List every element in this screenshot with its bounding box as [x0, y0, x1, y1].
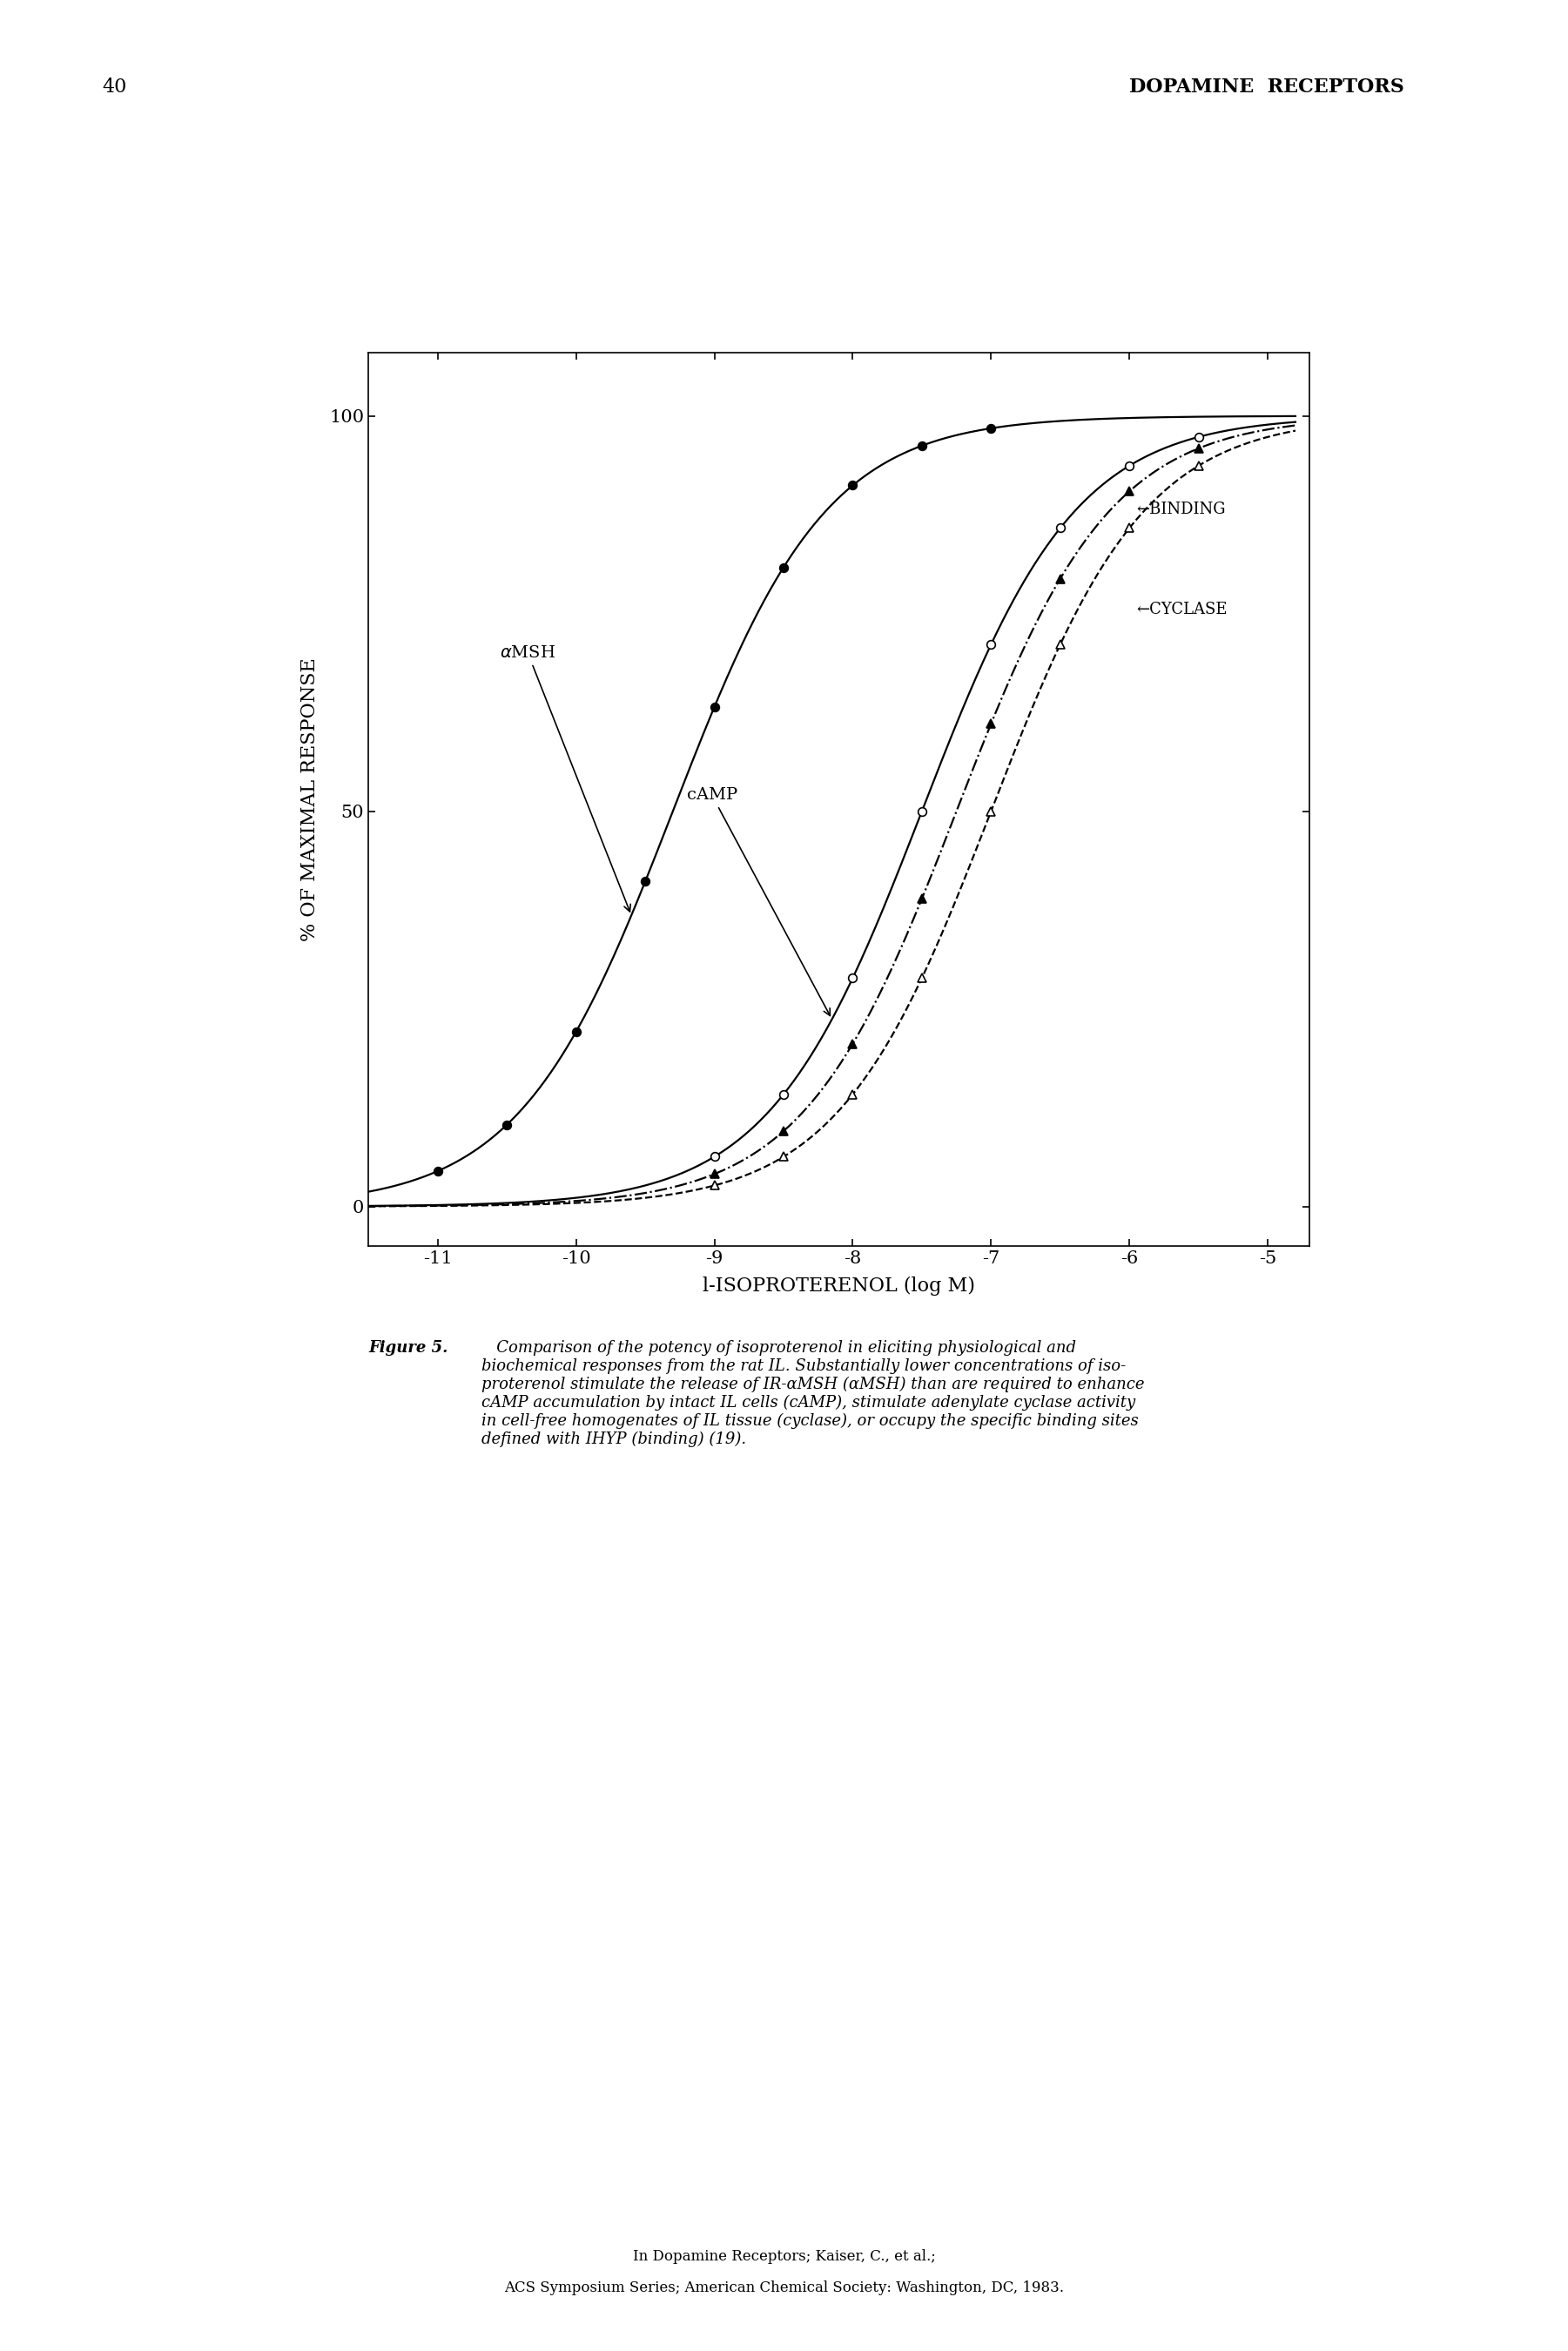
- Text: In Dopamine Receptors; Kaiser, C., et al.;: In Dopamine Receptors; Kaiser, C., et al…: [632, 2250, 936, 2264]
- Y-axis label: % OF MAXIMAL RESPONSE: % OF MAXIMAL RESPONSE: [301, 658, 320, 940]
- Text: ←CYCLASE: ←CYCLASE: [1137, 602, 1228, 618]
- Text: ←BINDING: ←BINDING: [1137, 501, 1226, 517]
- Text: Figure 5.: Figure 5.: [368, 1340, 448, 1357]
- Text: DOPAMINE  RECEPTORS: DOPAMINE RECEPTORS: [1129, 78, 1403, 96]
- Text: ACS Symposium Series; American Chemical Society: Washington, DC, 1983.: ACS Symposium Series; American Chemical …: [503, 2280, 1065, 2295]
- Text: $\alpha$MSH: $\alpha$MSH: [500, 644, 630, 912]
- Text: 40: 40: [102, 78, 127, 96]
- X-axis label: l-ISOPROTERENOL (log M): l-ISOPROTERENOL (log M): [702, 1277, 975, 1295]
- Text: Comparison of the potency of isoproterenol in eliciting physiological and
bioche: Comparison of the potency of isoproteren…: [481, 1340, 1145, 1448]
- Text: cAMP: cAMP: [687, 788, 829, 1016]
